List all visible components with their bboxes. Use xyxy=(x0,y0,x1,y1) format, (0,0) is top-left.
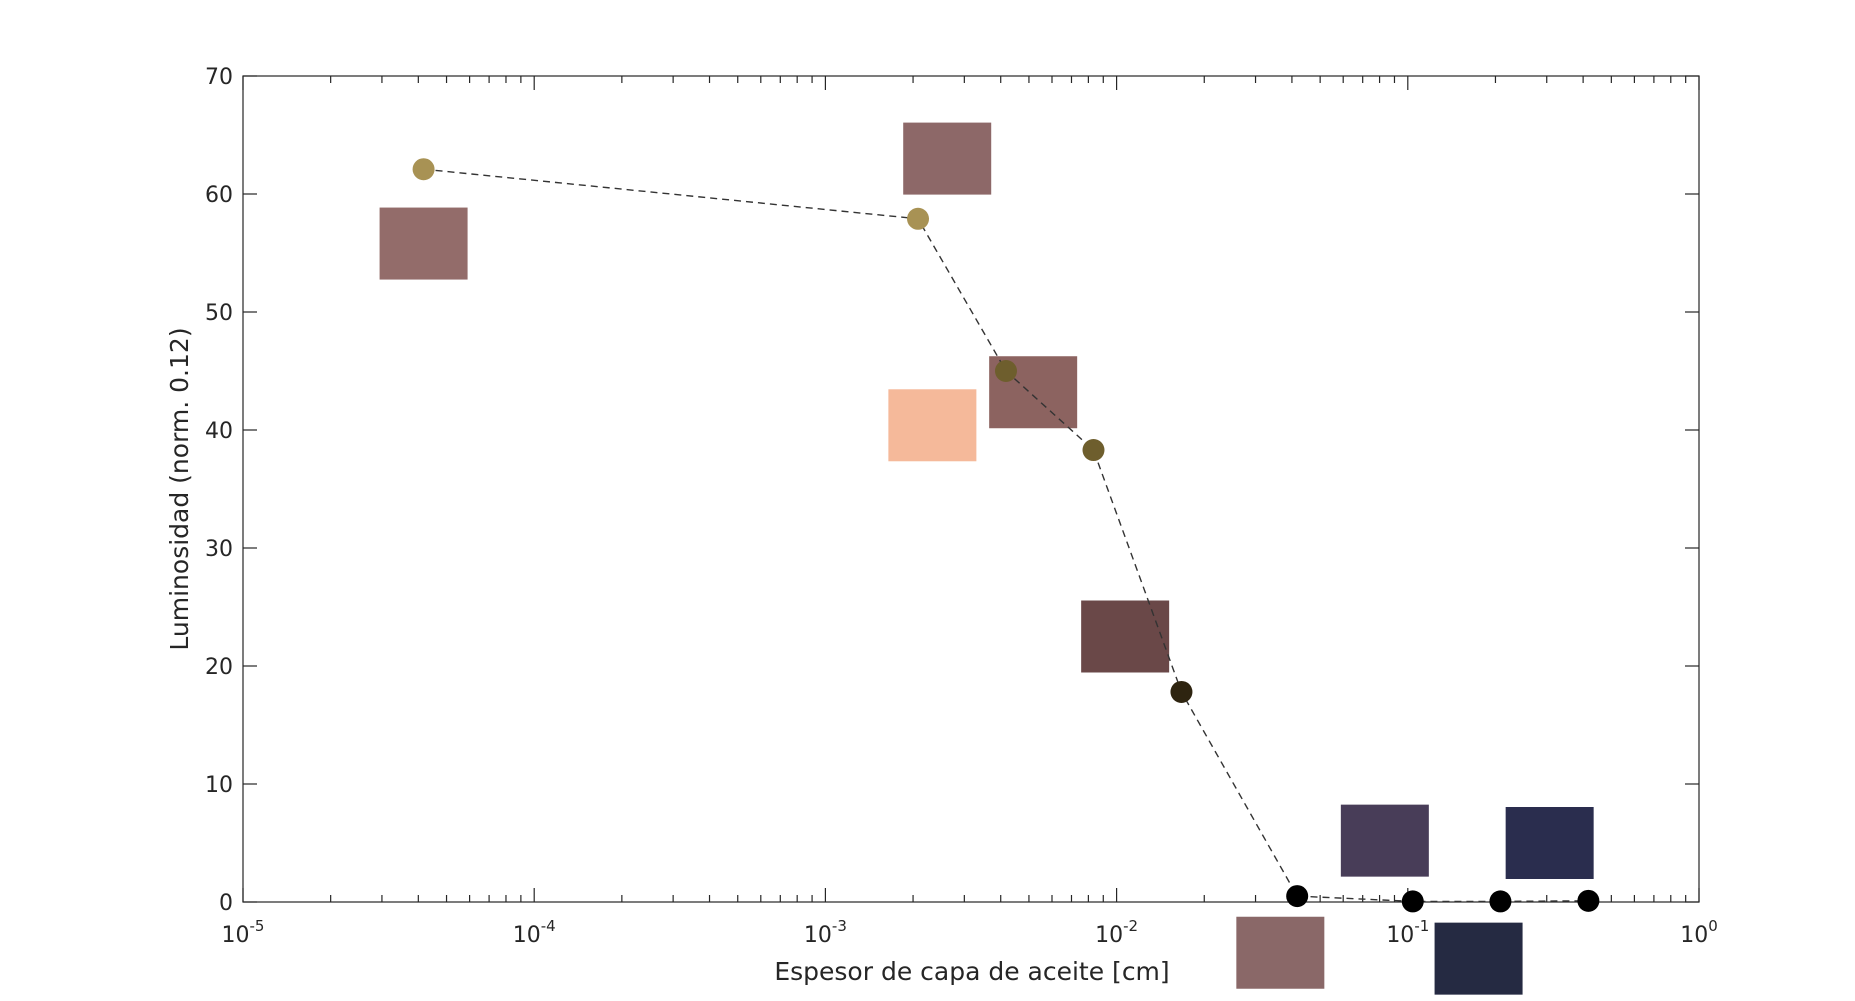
thumbnail-group xyxy=(379,122,1594,995)
y-tick-label-0: 0 xyxy=(219,891,233,916)
data-point-3 xyxy=(1082,439,1105,462)
thumbnail-4 xyxy=(1081,600,1170,673)
y-axis-label: Luminosidad (norm. 0.12) xyxy=(165,327,194,650)
x-tick-label-1: 10-4 xyxy=(513,917,556,948)
y-tick-label-5: 50 xyxy=(205,301,233,326)
plot-background xyxy=(243,76,1699,902)
data-point-8 xyxy=(1577,889,1600,912)
thumbnail-2 xyxy=(888,389,977,462)
data-point-0 xyxy=(412,158,435,181)
data-point-7 xyxy=(1489,890,1512,913)
data-points xyxy=(412,158,1600,913)
plot-frame xyxy=(242,75,1700,903)
y-tick-label-2: 20 xyxy=(205,655,233,680)
data-point-1 xyxy=(907,207,930,230)
y-tick-label-4: 40 xyxy=(205,419,233,444)
data-point-4 xyxy=(1170,680,1193,703)
x-tick-labels: 10-5 10-4 10-3 10-2 10-1 100 xyxy=(222,917,1718,948)
thumbnail-1 xyxy=(903,122,992,195)
x-tick-label-0: 10-5 xyxy=(222,917,265,948)
x-tick-label-4: 10-1 xyxy=(1386,917,1429,948)
thumbnail-8 xyxy=(1505,807,1594,879)
y-tick-label-3: 30 xyxy=(205,537,233,562)
y-tick-label-7: 70 xyxy=(205,65,233,90)
data-point-6 xyxy=(1401,890,1424,913)
data-point-5 xyxy=(1286,885,1309,908)
x-axis-label: Espesor de capa de aceite [cm] xyxy=(774,957,1169,986)
thumbnail-0 xyxy=(379,207,468,280)
y-tick-label-6: 60 xyxy=(205,183,233,208)
data-point-2 xyxy=(994,360,1017,382)
x-tick-label-5: 100 xyxy=(1680,917,1718,948)
y-tick-labels: 0 10 20 30 40 50 60 70 xyxy=(205,65,233,916)
x-tick-label-3: 10-2 xyxy=(1095,917,1138,948)
thumbnail-6 xyxy=(1236,916,1325,989)
thumbnail-7 xyxy=(1434,922,1523,995)
y-tick-label-1: 10 xyxy=(205,773,233,798)
thumbnail-5 xyxy=(1340,804,1429,877)
x-tick-label-2: 10-3 xyxy=(804,917,847,948)
